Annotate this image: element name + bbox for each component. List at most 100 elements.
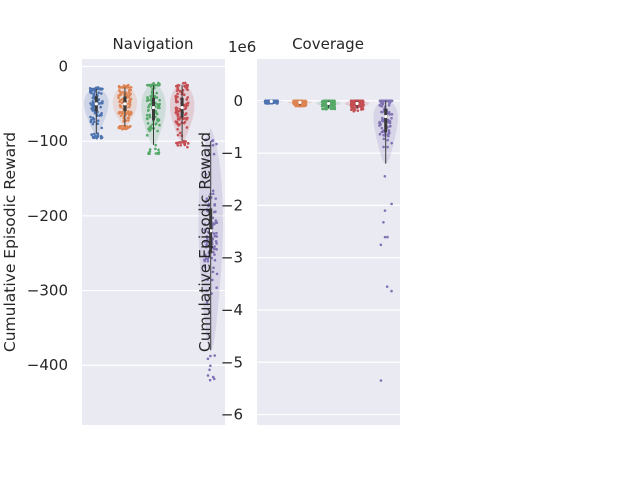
strip-point [156,103,159,106]
strip-point [96,135,100,138]
strip-point [386,138,389,142]
strip-point [358,105,362,108]
strip-point [118,89,121,92]
strip-point [174,108,178,112]
strip-point [121,97,124,101]
strip-point [176,86,180,90]
strip-point [148,113,152,117]
strip-point [212,192,215,196]
strip-point [184,104,187,107]
strip-point [186,145,189,149]
strip-point [154,147,157,151]
median-point [209,229,213,233]
strip-point [212,247,216,250]
strip-point [211,216,215,220]
strip-point [148,102,152,106]
strip-point [91,99,95,103]
strip-point [182,140,185,144]
y-tick-label: −200 [27,207,68,225]
strip-point [300,104,303,108]
strip-point [99,87,102,91]
strip-point [117,126,121,130]
strip-point [128,103,132,107]
strip-point [378,132,382,136]
strip-point [119,99,122,102]
strip-point [92,87,95,91]
strip-point [129,97,133,101]
strip-point [207,204,210,208]
strip-point [329,107,333,110]
strip-point [176,127,179,131]
strip-point [352,99,356,103]
strip-point [304,100,308,103]
strip-point [350,99,354,103]
strip-point [353,106,356,110]
strip-point [149,95,152,98]
strip-point [148,128,152,132]
y-tick-label: 0 [233,92,243,110]
strip-point [210,139,214,143]
strip-point [204,257,208,261]
strip-point [361,107,365,111]
strip-point [206,374,210,377]
strip-point [182,93,186,97]
strip-point [156,106,160,110]
strip-point [158,102,161,106]
strip-point [186,142,190,145]
strip-point [147,105,150,109]
strip-point [94,134,97,138]
strip-point [183,113,187,117]
strip-point [186,96,190,99]
strip-point [379,243,383,247]
strip-point [387,110,391,114]
y-tick-label: −4 [221,301,243,319]
strip-point [214,219,218,222]
strip-point [96,110,99,114]
median-point [123,102,127,106]
strip-point [209,364,212,368]
strip-point [184,140,187,143]
strip-point [215,142,218,146]
median-point [384,114,388,119]
strip-point [203,138,207,142]
strip-point [89,120,93,124]
strip-point [356,109,360,112]
median-point [180,105,184,110]
strip-point [208,153,211,157]
strip-point [176,92,179,96]
strip-point [380,105,383,108]
strip-point [146,96,149,99]
median-point [151,105,156,110]
strip-point [91,122,95,126]
coverage-plot-area [257,59,400,425]
strip-point [203,223,206,226]
strip-point [294,99,297,103]
strip-point [99,113,103,116]
strip-point [147,108,150,112]
strip-point [121,86,125,89]
strip-point [302,104,305,108]
y-tick-label: −1 [221,144,243,162]
strip-point [117,96,120,99]
strip-point [152,81,155,85]
strip-point [212,377,216,381]
strip-point [362,103,365,107]
strip-point [205,236,209,239]
strip-point [212,266,215,270]
strip-point [177,113,180,116]
strip-point [100,92,103,95]
strip-point [294,103,297,106]
strip-point [383,235,387,239]
strip-point [178,89,182,93]
strip-point [184,85,187,89]
coverage-y-offset-label: 1e6 [228,38,256,56]
strip-point [207,202,211,206]
strip-point [147,152,150,156]
strip-point [92,120,96,124]
strip-point [386,145,389,149]
strip-point [386,99,389,103]
median-point [326,101,331,106]
strip-point [208,378,212,382]
strip-point [145,99,149,103]
